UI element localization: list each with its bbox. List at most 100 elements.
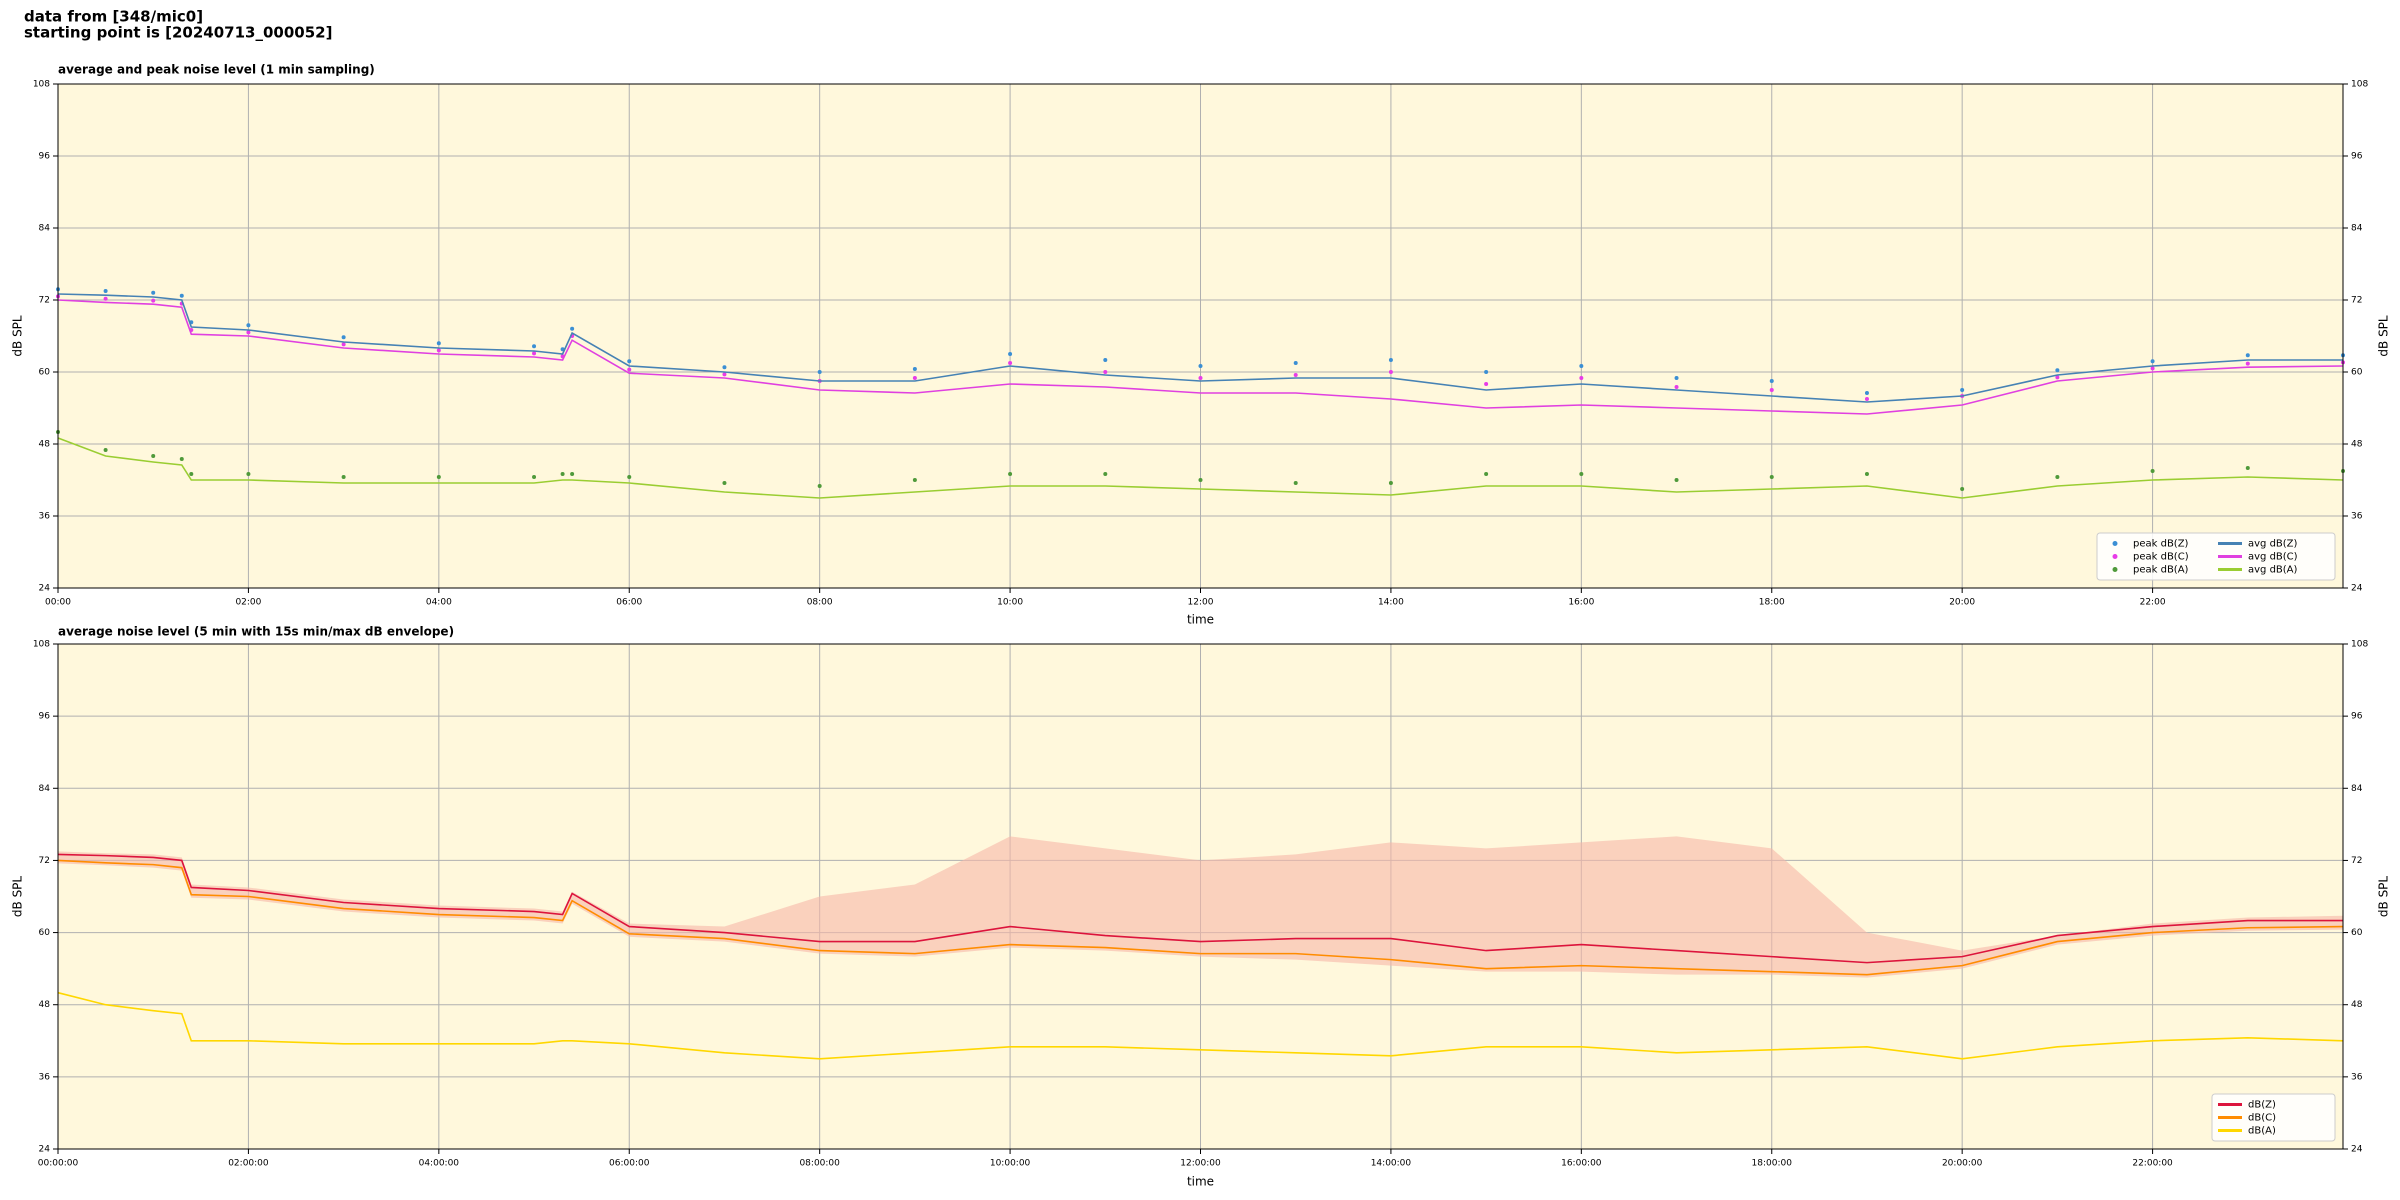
peak-point xyxy=(1484,382,1489,386)
peak-point xyxy=(151,454,156,458)
peak-point xyxy=(912,376,917,380)
peak-point xyxy=(532,344,537,349)
peak-point xyxy=(570,326,575,331)
y-tick-label: 84 xyxy=(39,224,51,234)
peak-point xyxy=(2245,466,2250,470)
peak-point xyxy=(2150,359,2155,364)
legend-label: dB(Z) xyxy=(2248,1100,2276,1111)
peak-point xyxy=(1864,391,1869,395)
peak-point xyxy=(1198,376,1203,380)
peak-point xyxy=(570,472,575,476)
peak-point xyxy=(532,475,537,479)
series-line xyxy=(57,293,2343,403)
peak-point xyxy=(1388,370,1393,374)
peak-point xyxy=(532,351,537,356)
peak-point xyxy=(1960,388,1965,392)
peak-point xyxy=(1008,352,1013,356)
y-tick-label: 60 xyxy=(39,368,51,378)
y2-tick-label: 24 xyxy=(2351,1145,2363,1155)
series-line xyxy=(57,853,2343,964)
peak-point xyxy=(1388,481,1393,485)
plot-frame xyxy=(57,83,2344,589)
y-tick-label: 48 xyxy=(39,440,51,450)
y2-tick-label: 84 xyxy=(2351,224,2363,234)
peak-point xyxy=(103,448,108,452)
legend-marker xyxy=(2112,554,2118,559)
y-tick-label: 108 xyxy=(33,640,50,650)
y-tick-label: 72 xyxy=(39,296,50,306)
peak-point xyxy=(246,330,251,335)
peak-point xyxy=(1674,478,1679,482)
x-tick-label: 04:00:00 xyxy=(419,1159,460,1169)
peak-point xyxy=(2055,368,2060,373)
peak-point xyxy=(722,365,727,370)
peak-point xyxy=(2245,361,2250,366)
x-tick-label: 20:00 xyxy=(1949,598,1975,608)
peak-point xyxy=(1769,475,1774,479)
legend-label: dB(C) xyxy=(2248,1113,2276,1124)
y2-axis-label: dB SPL xyxy=(2377,315,2391,357)
peak-point xyxy=(341,342,346,347)
peak-point xyxy=(1103,370,1108,374)
peak-point xyxy=(179,293,184,298)
peak-point xyxy=(627,359,632,364)
x-tick-label: 12:00:00 xyxy=(1180,1159,1221,1169)
y2-tick-label: 84 xyxy=(2351,784,2363,794)
peak-point xyxy=(1293,373,1298,377)
peak-point xyxy=(1293,481,1298,485)
y2-tick-label: 48 xyxy=(2351,1000,2363,1010)
x-axis-label: time xyxy=(1187,613,1214,627)
chart-title: average and peak noise level (1 min samp… xyxy=(58,63,375,77)
peak-point xyxy=(722,372,727,377)
x-tick-label: 14:00:00 xyxy=(1371,1159,1412,1169)
x-axis-label: time xyxy=(1187,1175,1214,1189)
x-tick-label: 00:00:00 xyxy=(38,1159,79,1169)
peak-point xyxy=(1864,472,1869,476)
y2-tick-label: 36 xyxy=(2351,512,2363,522)
peak-point xyxy=(246,472,251,476)
peak-point xyxy=(341,475,346,479)
y-tick-label: 84 xyxy=(39,784,51,794)
peak-point xyxy=(436,348,441,353)
y-tick-label: 60 xyxy=(39,928,51,938)
y-tick-label: 96 xyxy=(39,712,51,722)
plot-frame xyxy=(57,643,2344,1150)
header-line: starting point is [20240713_000052] xyxy=(24,24,332,42)
y2-tick-label: 96 xyxy=(2351,152,2363,162)
peak-point xyxy=(1008,361,1013,365)
peak-point xyxy=(103,289,108,293)
peak-point xyxy=(1198,478,1203,482)
peak-point xyxy=(246,323,251,328)
y-axis-label: dB SPL xyxy=(11,315,25,357)
x-tick-label: 16:00:00 xyxy=(1561,1159,1602,1169)
legend-box xyxy=(2096,532,2336,581)
peak-point xyxy=(2150,366,2155,371)
peak-point xyxy=(1579,376,1584,380)
legend-box xyxy=(2211,1093,2336,1142)
x-tick-label: 08:00 xyxy=(807,598,833,608)
series-line xyxy=(57,437,2344,499)
peak-point xyxy=(436,475,441,479)
y2-tick-label: 48 xyxy=(2351,440,2363,450)
peak-point xyxy=(1008,472,1013,476)
series-line xyxy=(57,859,2344,976)
series-line xyxy=(57,991,2344,1060)
peak-point xyxy=(817,370,822,374)
x-tick-label: 20:00:00 xyxy=(1942,1159,1983,1169)
x-tick-label: 18:00 xyxy=(1759,598,1785,608)
peak-point xyxy=(1388,358,1393,362)
x-tick-label: 10:00:00 xyxy=(990,1159,1031,1169)
x-tick-label: 08:00:00 xyxy=(799,1159,840,1169)
peak-point xyxy=(1674,385,1679,389)
y2-axis-label: dB SPL xyxy=(2377,876,2391,918)
y2-tick-label: 60 xyxy=(2351,368,2363,378)
y-axis-label: dB SPL xyxy=(11,876,25,918)
peak-point xyxy=(1579,472,1584,476)
chart-title: average noise level (5 min with 15s min/… xyxy=(58,625,454,639)
legend-label: peak dB(Z) xyxy=(2133,539,2189,550)
peak-point xyxy=(1864,397,1869,401)
x-tick-label: 02:00 xyxy=(235,598,261,608)
x-tick-label: 00:00 xyxy=(45,598,71,608)
x-tick-label: 04:00 xyxy=(426,598,452,608)
